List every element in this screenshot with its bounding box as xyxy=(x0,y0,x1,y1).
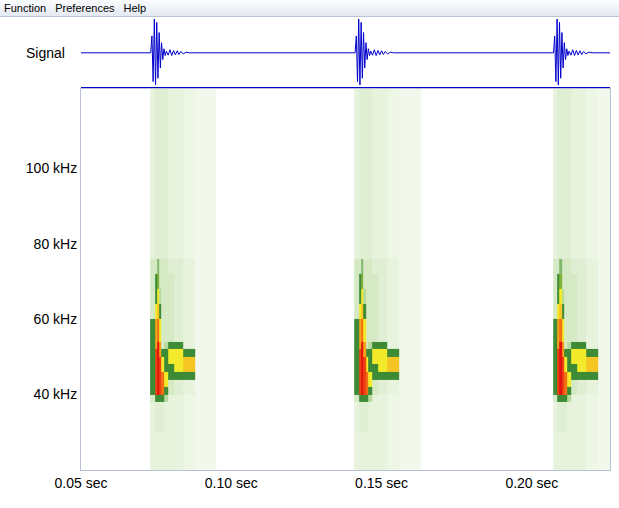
svg-text:0.20 sec: 0.20 sec xyxy=(505,475,558,491)
html-text:Preferences: Preferences xyxy=(55,2,115,14)
svg-text:40 kHz: 40 kHz xyxy=(34,386,78,402)
svg-text:0.05 sec: 0.05 sec xyxy=(55,475,108,491)
svg-text:80 kHz: 80 kHz xyxy=(34,236,78,252)
svg-text:0.10 sec: 0.10 sec xyxy=(205,475,258,491)
svg-text:60 kHz: 60 kHz xyxy=(34,311,78,327)
svg-text:Signal: Signal xyxy=(26,45,65,61)
html-text:Help: Help xyxy=(123,2,147,14)
svg-text:100 kHz: 100 kHz xyxy=(26,160,77,176)
svg-text:0.15 sec: 0.15 sec xyxy=(355,475,408,491)
html-text:Function: Function xyxy=(4,2,47,14)
